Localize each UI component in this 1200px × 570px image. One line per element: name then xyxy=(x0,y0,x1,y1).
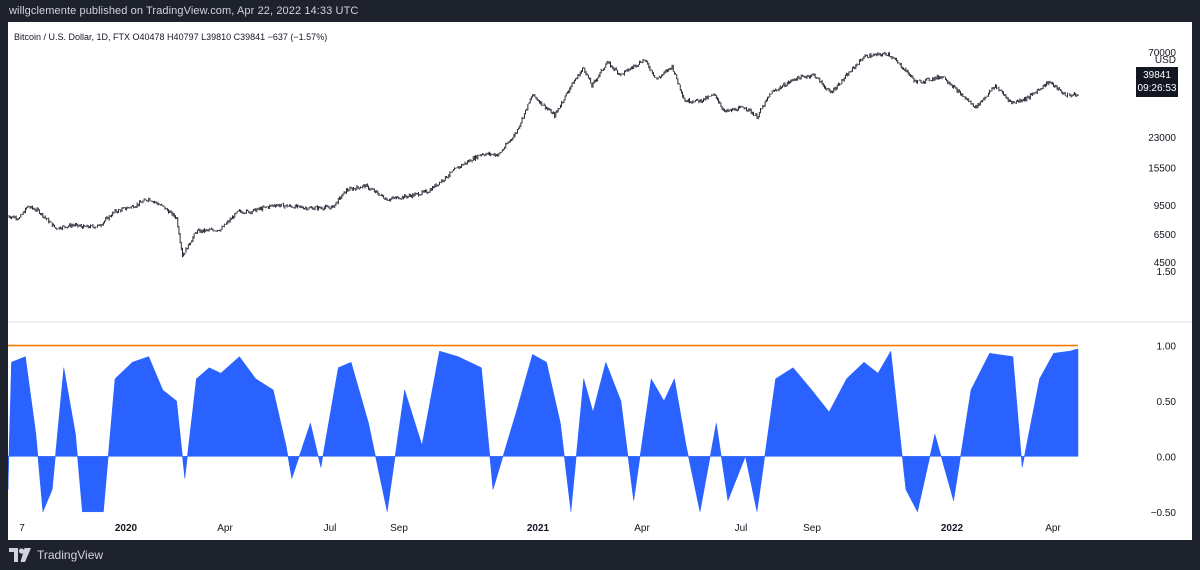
oscillator-area xyxy=(8,348,1079,513)
price-axis-tick-label: 15500 xyxy=(1148,163,1176,174)
time-axis-tick-label: Sep xyxy=(390,523,408,534)
time-axis-tick-label: 2021 xyxy=(527,523,550,534)
time-axis-tick-label: Jul xyxy=(735,523,748,534)
time-axis-tick-label: Jul xyxy=(324,523,337,534)
time-axis-tick-label: Apr xyxy=(217,523,233,534)
last-price: 39841 xyxy=(1143,70,1171,81)
tradingview-logo-icon xyxy=(9,548,31,562)
price-axis-tick-label: 9500 xyxy=(1154,201,1177,212)
oscillator-axis-tick-label: −0.50 xyxy=(1151,508,1177,519)
time-axis-tick-label: 2020 xyxy=(115,523,138,534)
price-axis-tick-label: USD xyxy=(1155,55,1176,66)
oscillator-axis-tick-label: 0.00 xyxy=(1157,452,1177,463)
symbol-ohlc-legend: Bitcoin / U.S. Dollar, 1D, FTX O40478 H4… xyxy=(14,32,328,42)
price-axis-tick-label: 70000 xyxy=(1148,48,1176,59)
chart-canvas[interactable]: 70000USD5000023000155009500650045001.501… xyxy=(8,22,1192,540)
bar-countdown: 09:26:53 xyxy=(1137,83,1177,94)
oscillator-axis-tick-label: 0.50 xyxy=(1157,397,1177,408)
time-axis-tick-label: 7 xyxy=(19,523,25,534)
last-price-badge: 39841 09:26:53 xyxy=(1136,67,1178,97)
publisher-line: willgclemente published on TradingView.c… xyxy=(9,5,359,17)
time-axis-tick-label: Sep xyxy=(803,523,821,534)
price-axis-tick-label: 6500 xyxy=(1154,230,1177,241)
chart-frame[interactable]: 70000USD5000023000155009500650045001.501… xyxy=(8,22,1192,540)
time-axis-tick-label: Apr xyxy=(634,523,650,534)
time-axis-tick-label: Apr xyxy=(1045,523,1061,534)
price-axis-tick-label: 4500 xyxy=(1154,258,1177,269)
oscillator-axis-tick-label: 1.00 xyxy=(1157,342,1177,353)
price-axis-tick-label: 23000 xyxy=(1148,133,1176,144)
footer: TradingView xyxy=(9,546,103,564)
footer-brand: TradingView xyxy=(37,548,104,562)
price-axis-tick-label: 1.50 xyxy=(1157,267,1177,278)
time-axis-tick-label: 2022 xyxy=(941,523,964,534)
